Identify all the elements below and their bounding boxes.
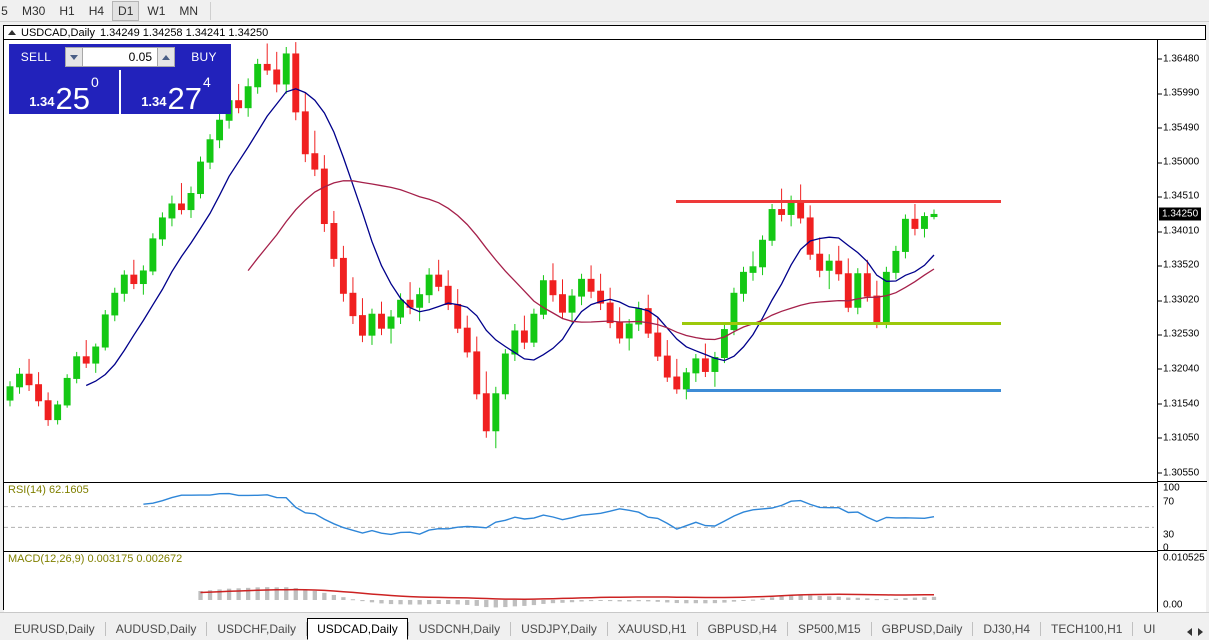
chart-tab-bar: EURUSD,Daily AUDUSD,Daily USDCHF,Daily USDC… [0, 612, 1209, 640]
tab-separator [696, 622, 698, 636]
chart-symbol-title: USDCAD,Daily [21, 26, 95, 39]
rsi-label: RSI(14) 62.1605 [8, 484, 89, 496]
sell-price-box[interactable]: 1.34 25 0 [9, 70, 119, 114]
chevron-down-icon [70, 54, 78, 60]
chart-tab-xauusd-h1[interactable]: XAUUSD,H1 [617, 622, 687, 636]
timeframe-button-h1[interactable]: H1 [59, 3, 75, 18]
buy-price-big: 27 [167, 80, 202, 116]
macd-tick: 0.010525 [1163, 552, 1205, 564]
price-tick: 1.35490 [1158, 122, 1199, 133]
timeframe-button-d1[interactable]: D1 [112, 0, 140, 21]
tab-separator [407, 622, 409, 636]
scale-divider [1158, 481, 1207, 482]
price-scale[interactable]: 1.36480 1.35990 1.35490 1.35000 1.34510 1.340… [1157, 40, 1207, 631]
current-price-tag: 1.34250 [1159, 207, 1202, 221]
chart-ohlc-values: 1.34249 1.34258 1.34241 1.34250 [99, 26, 269, 39]
midline-yellowgreen[interactable] [682, 322, 1001, 325]
price-tick: 1.33020 [1158, 295, 1199, 306]
tab-separator [1132, 622, 1134, 636]
volume-stepper[interactable]: 0.05 [63, 44, 177, 70]
arrow-left-icon[interactable] [1187, 628, 1192, 636]
macd-chart [198, 587, 937, 608]
chart-tab-tech100-h1[interactable]: TECH100,H1 [1051, 622, 1123, 636]
candlestick-chart [6, 42, 938, 449]
tab-separator [786, 622, 788, 636]
one-click-trading-panel[interactable]: SELL 0.05 BUY 1.34 25 0 1.34 27 4 [9, 44, 231, 114]
chart-window[interactable]: USDCAD,Daily 1.34249 1.34258 1.34241 1.3… [3, 25, 1207, 635]
tab-separator [1040, 622, 1042, 636]
macd-label: MACD(12,26,9) 0.003175 0.002672 [8, 553, 183, 565]
chart-tab-usdchf-daily[interactable]: USDCHF,Daily [217, 622, 297, 636]
rsi-chart [4, 492, 1154, 536]
chart-tab-audusd-daily[interactable]: AUDUSD,Daily [115, 622, 197, 636]
chart-tab-gbpusd-daily[interactable]: GBPUSD,Daily [881, 622, 963, 636]
triangle-up-icon[interactable] [8, 30, 16, 35]
tab-separator [104, 622, 106, 636]
chart-tab-ui[interactable]: UI [1143, 622, 1156, 636]
timeframe-button-mn[interactable]: MN [179, 3, 199, 18]
tab-separator [306, 622, 308, 636]
buy-price-prefix: 1.34 [141, 94, 167, 109]
price-tick: 1.34010 [1158, 226, 1199, 237]
sell-button[interactable]: SELL [9, 44, 63, 70]
chart-tab-dj30-h4[interactable]: DJ30,H4 [983, 622, 1031, 636]
macd-tick: 0.00 [1163, 599, 1183, 611]
price-tick: 1.32040 [1158, 363, 1199, 374]
timeframe-button-h4[interactable]: H4 [88, 3, 105, 18]
chart-tab-usdjpy-daily[interactable]: USDJPY,Daily [521, 622, 597, 636]
price-tick: 1.30550 [1158, 467, 1199, 478]
scale-divider [1158, 550, 1207, 551]
price-tick: 1.35000 [1158, 157, 1199, 168]
rsi-tick: 0 [1163, 542, 1169, 554]
price-tick: 1.31050 [1158, 432, 1199, 443]
chart-tab-gbpusd-h4[interactable]: GBPUSD,H4 [707, 622, 777, 636]
chart-tab-eurusd-daily[interactable]: EURUSD,Daily [14, 622, 95, 636]
price-tick: 1.33520 [1158, 260, 1199, 271]
chart-tab-usdcnh-daily[interactable]: USDCNH,Daily [418, 622, 501, 636]
sell-price-prefix: 1.34 [29, 94, 55, 109]
chart-tab-usdcad-daily[interactable]: USDCAD,Daily [307, 618, 408, 640]
timeframe-button-m30[interactable]: M30 [22, 3, 46, 18]
chart-tab-sp500-m15[interactable]: SP500,M15 [797, 622, 861, 636]
price-tick: 1.32530 [1158, 329, 1199, 340]
timeframe-button-w1[interactable]: W1 [147, 3, 166, 18]
rsi-pane[interactable]: RSI(14) 62.1605 [4, 482, 1157, 551]
buy-price-box[interactable]: 1.34 27 4 [121, 70, 231, 114]
buy-price-fraction: 4 [203, 74, 211, 90]
price-tick: 1.34510 [1158, 191, 1199, 202]
tab-separator [510, 622, 512, 636]
buy-button[interactable]: BUY [177, 44, 231, 70]
arrow-right-icon[interactable] [1198, 628, 1203, 636]
tab-separator [606, 622, 608, 636]
sell-price-fraction: 0 [91, 74, 99, 90]
tab-separator [870, 622, 872, 636]
resistance-line-red[interactable] [676, 200, 1001, 203]
trade-panel-price-row: 1.34 25 0 1.34 27 4 [9, 70, 231, 114]
rsi-tick: 70 [1163, 496, 1175, 508]
trade-panel-top-row: SELL 0.05 BUY [9, 44, 231, 70]
chevron-up-icon [162, 54, 170, 60]
tab-separator [206, 622, 208, 636]
support-line-blue[interactable] [687, 389, 1001, 392]
price-tick: 1.36480 [1158, 53, 1199, 64]
price-tick: 1.31540 [1158, 398, 1199, 409]
timeframe-toolbar: 5 M30 H1 H4 D1 W1 MN [0, 0, 1209, 22]
rsi-tick: 100 [1163, 482, 1180, 494]
rsi-tick: 30 [1163, 529, 1175, 541]
volume-decrease-button[interactable] [65, 47, 83, 67]
price-tick: 1.35990 [1158, 88, 1199, 99]
volume-input[interactable]: 0.05 [83, 47, 157, 67]
macd-pane[interactable]: MACD(12,26,9) 0.003175 0.002672 [4, 551, 1157, 617]
tab-scroll-controls[interactable] [1187, 628, 1209, 640]
chart-header: USDCAD,Daily 1.34249 1.34258 1.34241 1.3… [4, 26, 1205, 40]
sell-price-big: 25 [55, 80, 90, 116]
tab-separator [972, 622, 974, 636]
volume-increase-button[interactable] [157, 47, 175, 67]
timeframe-button-5[interactable]: 5 [1, 3, 8, 18]
toolbar-separator [210, 1, 212, 20]
